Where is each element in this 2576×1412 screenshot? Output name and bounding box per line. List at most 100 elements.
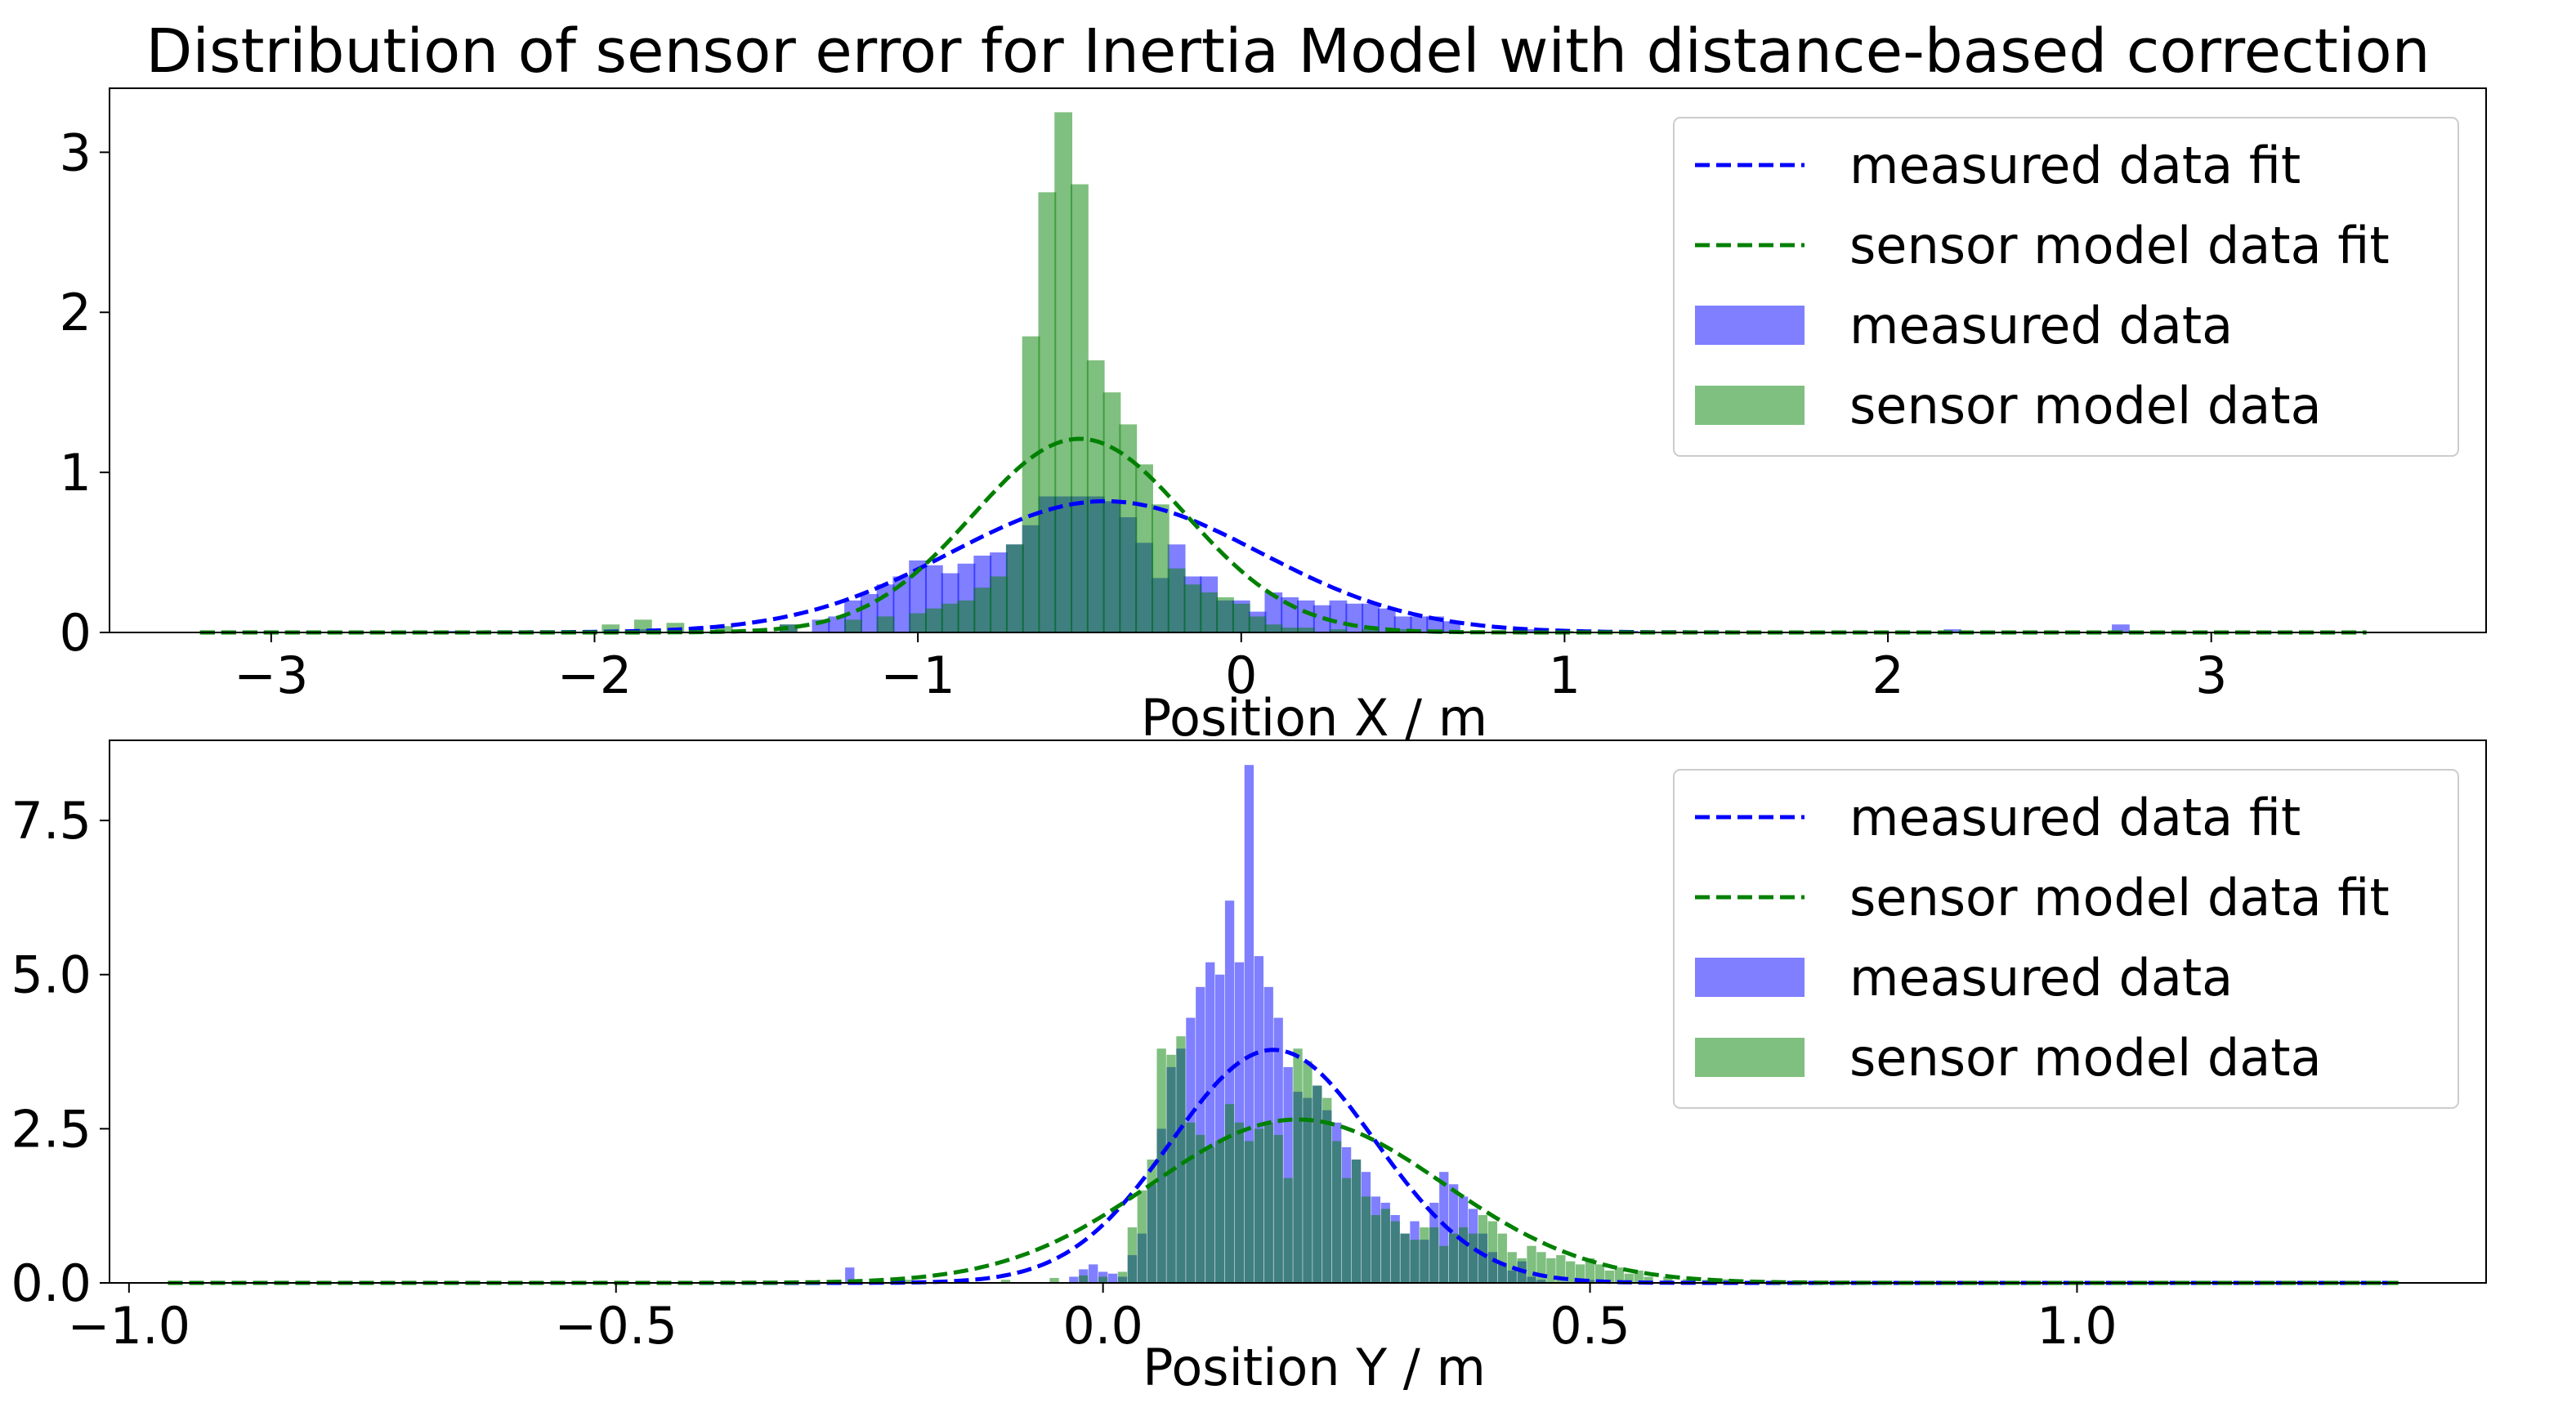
legend-patch-swatch (1695, 958, 1805, 997)
x-tick-label: −1.0 (68, 1296, 191, 1356)
measured-data-bar (2112, 624, 2130, 632)
sensor-model-data-bar (1614, 1267, 1624, 1283)
sensor-model-data-bar (1283, 1177, 1293, 1283)
sensor-model-data-bar (1196, 1134, 1205, 1283)
sensor-model-data-bar (1556, 1255, 1566, 1283)
sensor-model-data-bar (1117, 1271, 1128, 1283)
sensor-model-data-bar (1371, 1215, 1381, 1283)
sensor-model-data-bar (1054, 112, 1073, 633)
y-tick-label: 2.5 (11, 1099, 92, 1159)
sensor-model-data-bar (1264, 624, 1283, 632)
legend-label: measured data fit (1849, 788, 2301, 847)
legend-patch-swatch (1695, 1038, 1805, 1077)
sensor-model-data-bar (973, 588, 992, 632)
sensor-model-data-bar (1281, 628, 1299, 632)
sensor-model-data-bar (1244, 1141, 1254, 1283)
y-tick-label: 0.0 (11, 1253, 92, 1313)
legend-label: measured data fit (1849, 136, 2301, 195)
sensor-model-data-bar (1303, 1061, 1313, 1283)
x-axis-label: Position X / m (1141, 688, 1487, 748)
sensor-model-data-bar (1273, 1134, 1283, 1283)
measured-data-bar (860, 593, 879, 632)
chart-x-position: −3 −2 −1 0 1 2 3 0 1 2 3 Position X / m measured dat… (60, 87, 2487, 748)
legend-box (1673, 769, 2459, 1109)
sensor-model-data-bar (1546, 1258, 1556, 1283)
sensor-model-data-bar (1216, 597, 1234, 632)
sensor-model-data-bar (1390, 1221, 1400, 1283)
sensor-model-data-bar (1232, 603, 1250, 632)
sensor-model-data-bar (1156, 1048, 1166, 1283)
sensor-model-data-bar (909, 613, 927, 632)
measured-data-bar (1089, 1264, 1098, 1283)
sensor-model-data-bar (1449, 1233, 1459, 1283)
sensor-model-data-bar (1566, 1261, 1576, 1283)
y-tick-label: 0 (60, 603, 92, 663)
sensor-model-data-bar (1000, 1280, 1011, 1283)
measured-data-bar (1224, 900, 1235, 1283)
sensor-model-data-bar (1119, 424, 1138, 632)
x-tick-label: 1 (1549, 646, 1581, 705)
x-tick-label: −2 (557, 646, 632, 705)
measured-data-bar (1264, 592, 1283, 632)
sensor-model-data-bar (1079, 1275, 1089, 1283)
sensor-model-data-bar (1663, 1276, 1673, 1283)
sensor-model-data-bar (1098, 1276, 1108, 1283)
sensor-model-data-bar (1575, 1264, 1585, 1283)
sensor-model-data-bar (1005, 544, 1024, 632)
measured-data-bar (1329, 600, 1348, 632)
sensor-model-data-bar (957, 600, 976, 632)
chart-title: Distribution of sensor error for Inertia… (145, 16, 2430, 87)
sensor-model-data-bar (1147, 1160, 1156, 1283)
sensor-model-data-bar (1254, 1128, 1263, 1283)
x-tick-label: −0.5 (554, 1296, 678, 1356)
sensor-model-data-bar (1527, 1245, 1536, 1283)
sensor-model-data-bar (1293, 1048, 1303, 1283)
legend-label: sensor model data (1849, 1028, 2322, 1088)
sensor-model-data-bar (602, 624, 620, 632)
x-tick-label: 3 (2195, 646, 2227, 705)
sensor-model-data-bar (1214, 1141, 1225, 1283)
sensor-model-data-bar (1137, 1190, 1147, 1283)
sensor-model-data-bar (1205, 1147, 1215, 1283)
sensor-model-data-bar (1086, 360, 1105, 632)
measured-data-bar (1523, 629, 1541, 632)
x-tick-label: −1 (880, 646, 955, 705)
sensor-model-data-bar (876, 616, 895, 632)
measured-data-bar (828, 616, 847, 632)
x-tick-label: 0.5 (1550, 1296, 1630, 1356)
y-tick-label: 2 (60, 283, 92, 342)
sensor-model-data-bar (1248, 616, 1267, 632)
sensor-model-data-bar (1151, 504, 1169, 632)
legend-patch-swatch (1695, 386, 1805, 425)
sensor-model-data-bar (1049, 1277, 1059, 1283)
sensor-model-data-bar (1380, 1209, 1390, 1283)
y-tick-label: 5.0 (11, 945, 92, 1005)
sensor-model-data-bar (1322, 1097, 1332, 1283)
sensor-model-data-bar (1468, 1233, 1478, 1283)
sensor-model-data-bar (1186, 1122, 1196, 1283)
sensor-model-data-bar (779, 624, 798, 632)
sensor-model-data-bar (1102, 392, 1121, 632)
sensor-model-data-bar (1224, 1104, 1235, 1283)
measured-data-bar (1377, 608, 1396, 632)
legend-label: measured data (1849, 296, 2233, 355)
y-tick-label: 7.5 (11, 791, 92, 851)
measured-data-bar (1313, 605, 1331, 632)
sensor-model-data-bar (1497, 1233, 1507, 1283)
x-tick-label: 2 (1872, 646, 1903, 705)
measured-data-bar (1254, 956, 1263, 1283)
y-tick-label: 3 (60, 123, 92, 182)
sensor-model-data-bar (1420, 1227, 1429, 1283)
y-tick-label: 1 (60, 443, 92, 503)
measured-data-bar (1214, 974, 1225, 1283)
sensor-model-data-bar (1127, 1227, 1138, 1283)
sensor-model-data-bar (1200, 592, 1219, 632)
sensor-model-data-bar (1393, 629, 1412, 632)
sensor-model-data-bar (844, 619, 862, 632)
sensor-model-data-bar (903, 1280, 913, 1283)
measured-data-bar (1244, 765, 1254, 1283)
sensor-model-data-bar (1594, 1264, 1605, 1283)
sensor-model-data-bar (1362, 629, 1380, 632)
legend-label: sensor model data fit (1849, 216, 2390, 275)
measured-data-bar (845, 1267, 855, 1283)
